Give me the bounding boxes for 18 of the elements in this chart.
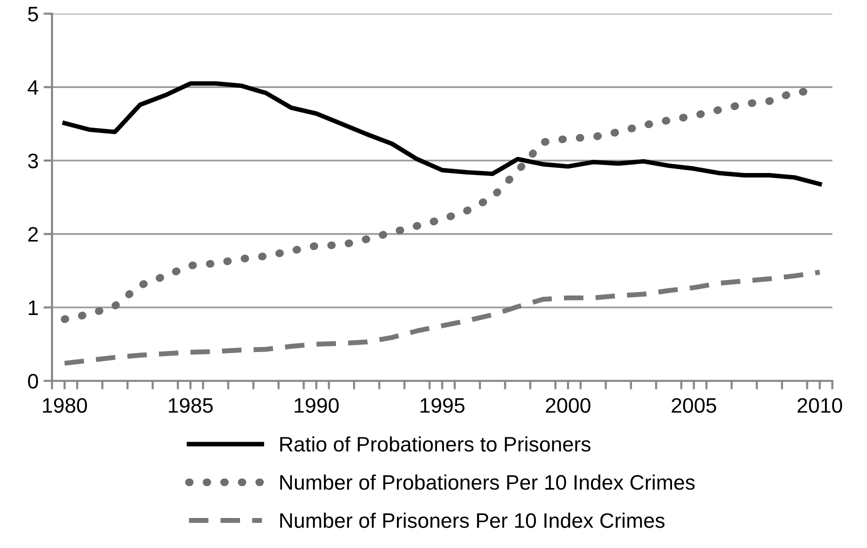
y-tick-label: 3 [28,154,38,168]
legend-label: Ratio of Probationers to Prisoners [280,436,590,452]
x-tick-label: 1985 [168,398,213,413]
x-tick-label: 1980 [43,398,87,413]
y-tick-label: 1 [28,300,38,315]
x-tick-label: 2010 [798,398,842,413]
legend-label: Number of Probationers Per 10 Index Crimes [280,474,695,490]
x-tick-label: 2005 [672,398,716,413]
y-tick-label: 2 [28,226,38,242]
x-tick-label: 1990 [294,398,339,413]
x-tick-label: 1995 [420,398,464,413]
y-tick-label: 4 [28,80,38,95]
legend-label: Number of Prisoners Per 10 Index Crimes [280,512,665,528]
y-tick-label: 0 [28,374,38,389]
x-tick-label: 2000 [546,398,590,413]
line-series [62,81,822,186]
line-series [62,270,822,366]
y-tick-label: 5 [28,6,38,22]
